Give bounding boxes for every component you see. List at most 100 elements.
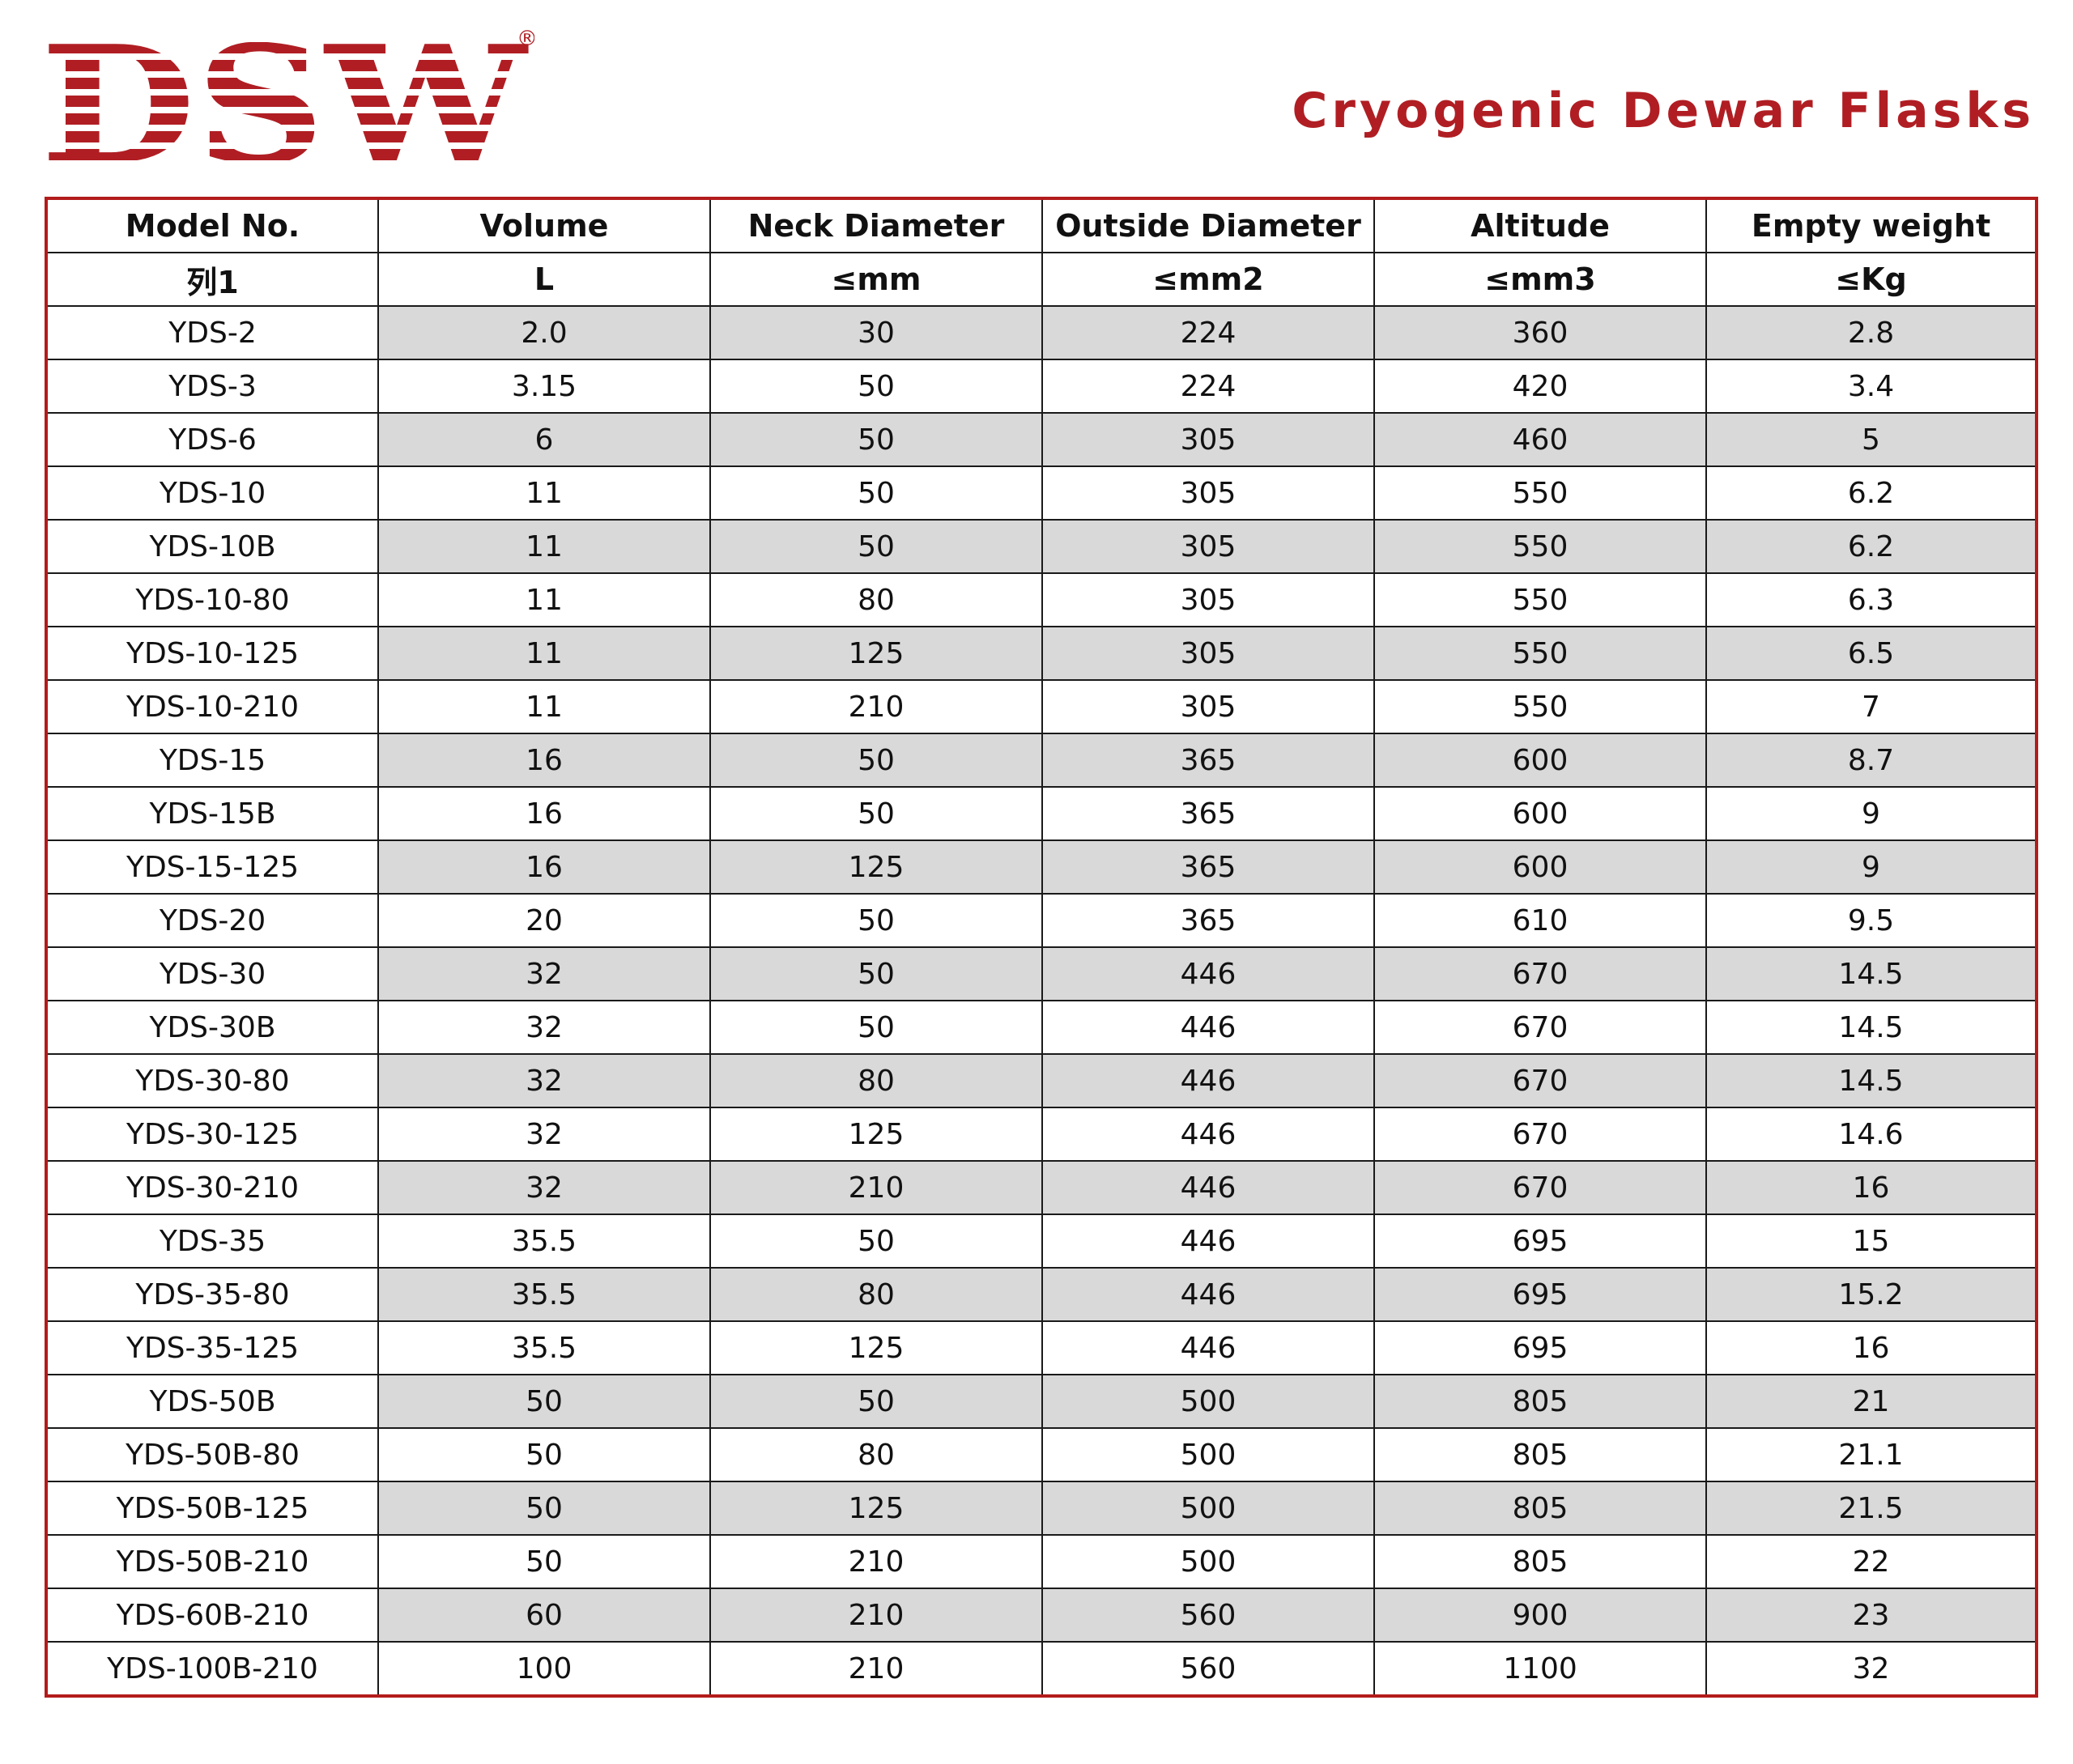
cell-neck-diameter: 210 xyxy=(709,1160,1043,1215)
cell-outside-diameter: 365 xyxy=(1041,733,1375,788)
cell-empty-weight: 21 xyxy=(1705,1374,2037,1429)
cell-neck-diameter: 210 xyxy=(709,1588,1043,1643)
cell-neck-diameter: 125 xyxy=(709,626,1043,681)
table-row: YDS-30-80 32 80 446 670 14.5 xyxy=(45,1053,2037,1108)
document-title: Cryogenic Dewar Flasks xyxy=(1292,83,2035,139)
cell-neck-diameter: 50 xyxy=(709,893,1043,948)
cell-outside-diameter: 446 xyxy=(1041,946,1375,1001)
cell-altitude: 600 xyxy=(1373,839,1707,895)
table-row: YDS-50B-80 50 80 500 805 21.1 xyxy=(45,1427,2037,1482)
cell-volume: 11 xyxy=(377,465,711,521)
cell-altitude: 695 xyxy=(1373,1267,1707,1322)
cell-altitude: 900 xyxy=(1373,1588,1707,1643)
cell-model-no: YDS-50B-80 xyxy=(45,1427,379,1482)
unit-volume: L xyxy=(377,252,711,307)
cell-volume: 35.5 xyxy=(377,1320,711,1375)
cell-volume: 16 xyxy=(377,786,711,841)
table-row: YDS-60B-210 60 210 560 900 23 xyxy=(45,1588,2037,1643)
cell-model-no: YDS-30-125 xyxy=(45,1107,379,1162)
cell-model-no: YDS-35-80 xyxy=(45,1267,379,1322)
cell-empty-weight: 6.5 xyxy=(1705,626,2037,681)
cell-volume: 35.5 xyxy=(377,1267,711,1322)
table-row: YDS-35 35.5 50 446 695 15 xyxy=(45,1214,2037,1269)
cell-volume: 32 xyxy=(377,1000,711,1055)
cell-volume: 11 xyxy=(377,572,711,627)
cell-empty-weight: 14.5 xyxy=(1705,1053,2037,1108)
cell-outside-diameter: 446 xyxy=(1041,1267,1375,1322)
specification-table: Model No. Volume Neck Diameter Outside D… xyxy=(45,197,2038,1698)
cell-volume: 32 xyxy=(377,1160,711,1215)
cell-empty-weight: 6.3 xyxy=(1705,572,2037,627)
cell-model-no: YDS-60B-210 xyxy=(45,1588,379,1643)
cell-volume: 6 xyxy=(377,412,711,467)
cell-volume: 32 xyxy=(377,946,711,1001)
table-row: YDS-35-80 35.5 80 446 695 15.2 xyxy=(45,1267,2037,1322)
table-body: YDS-2 2.0 30 224 360 2.8 YDS-3 3.15 50 224 420 3.4 Y… xyxy=(45,305,2037,1697)
cell-empty-weight: 21.1 xyxy=(1705,1427,2037,1482)
header-outside-diameter: Outside Diameter xyxy=(1041,198,1375,253)
cell-volume: 3.15 xyxy=(377,359,711,414)
cell-outside-diameter: 305 xyxy=(1041,519,1375,574)
cell-outside-diameter: 500 xyxy=(1041,1481,1375,1536)
cell-empty-weight: 14.5 xyxy=(1705,1000,2037,1055)
cell-model-no: YDS-10-80 xyxy=(45,572,379,627)
cell-altitude: 420 xyxy=(1373,359,1707,414)
cell-altitude: 805 xyxy=(1373,1534,1707,1589)
cell-altitude: 1100 xyxy=(1373,1641,1707,1697)
cell-empty-weight: 14.5 xyxy=(1705,946,2037,1001)
cell-altitude: 550 xyxy=(1373,679,1707,734)
header-empty-weight: Empty weight xyxy=(1705,198,2037,253)
cell-model-no: YDS-50B-125 xyxy=(45,1481,379,1536)
cell-model-no: YDS-20 xyxy=(45,893,379,948)
cell-volume: 35.5 xyxy=(377,1214,711,1269)
table-header: Model No. Volume Neck Diameter Outside D… xyxy=(45,198,2037,307)
cell-outside-diameter: 224 xyxy=(1041,359,1375,414)
cell-model-no: YDS-15B xyxy=(45,786,379,841)
table-row: YDS-35-125 35.5 125 446 695 16 xyxy=(45,1320,2037,1375)
table-row: YDS-10B 11 50 305 550 6.2 xyxy=(45,519,2037,574)
unit-empty-weight: ≤Kg xyxy=(1705,252,2037,307)
cell-altitude: 695 xyxy=(1373,1214,1707,1269)
cell-volume: 100 xyxy=(377,1641,711,1697)
cell-model-no: YDS-6 xyxy=(45,412,379,467)
cell-outside-diameter: 446 xyxy=(1041,1053,1375,1108)
cell-altitude: 600 xyxy=(1373,786,1707,841)
cell-outside-diameter: 224 xyxy=(1041,305,1375,360)
cell-model-no: YDS-50B xyxy=(45,1374,379,1429)
cell-neck-diameter: 50 xyxy=(709,1214,1043,1269)
cell-volume: 32 xyxy=(377,1107,711,1162)
cell-empty-weight: 32 xyxy=(1705,1641,2037,1697)
cell-altitude: 600 xyxy=(1373,733,1707,788)
cell-empty-weight: 5 xyxy=(1705,412,2037,467)
cell-empty-weight: 9.5 xyxy=(1705,893,2037,948)
cell-neck-diameter: 50 xyxy=(709,1374,1043,1429)
table-row: YDS-2 2.0 30 224 360 2.8 xyxy=(45,305,2037,360)
cell-model-no: YDS-15 xyxy=(45,733,379,788)
cell-neck-diameter: 210 xyxy=(709,1641,1043,1697)
cell-outside-diameter: 305 xyxy=(1041,465,1375,521)
cell-outside-diameter: 560 xyxy=(1041,1641,1375,1697)
cell-neck-diameter: 50 xyxy=(709,946,1043,1001)
table-row: YDS-50B-210 50 210 500 805 22 xyxy=(45,1534,2037,1589)
svg-text:DSW: DSW xyxy=(40,24,529,170)
cell-empty-weight: 23 xyxy=(1705,1588,2037,1643)
cell-model-no: YDS-50B-210 xyxy=(45,1534,379,1589)
cell-model-no: YDS-2 xyxy=(45,305,379,360)
cell-volume: 50 xyxy=(377,1534,711,1589)
cell-volume: 50 xyxy=(377,1374,711,1429)
table-row: YDS-3 3.15 50 224 420 3.4 xyxy=(45,359,2037,414)
cell-empty-weight: 8.7 xyxy=(1705,733,2037,788)
cell-outside-diameter: 560 xyxy=(1041,1588,1375,1643)
cell-altitude: 360 xyxy=(1373,305,1707,360)
cell-empty-weight: 9 xyxy=(1705,786,2037,841)
cell-volume: 11 xyxy=(377,679,711,734)
unit-outside-diameter: ≤mm2 xyxy=(1041,252,1375,307)
cell-model-no: YDS-10-125 xyxy=(45,626,379,681)
cell-model-no: YDS-30-210 xyxy=(45,1160,379,1215)
cell-model-no: YDS-10 xyxy=(45,465,379,521)
cell-outside-diameter: 446 xyxy=(1041,1107,1375,1162)
cell-empty-weight: 16 xyxy=(1705,1160,2037,1215)
cell-empty-weight: 9 xyxy=(1705,839,2037,895)
cell-neck-diameter: 125 xyxy=(709,1481,1043,1536)
table-row: YDS-6 6 50 305 460 5 xyxy=(45,412,2037,467)
